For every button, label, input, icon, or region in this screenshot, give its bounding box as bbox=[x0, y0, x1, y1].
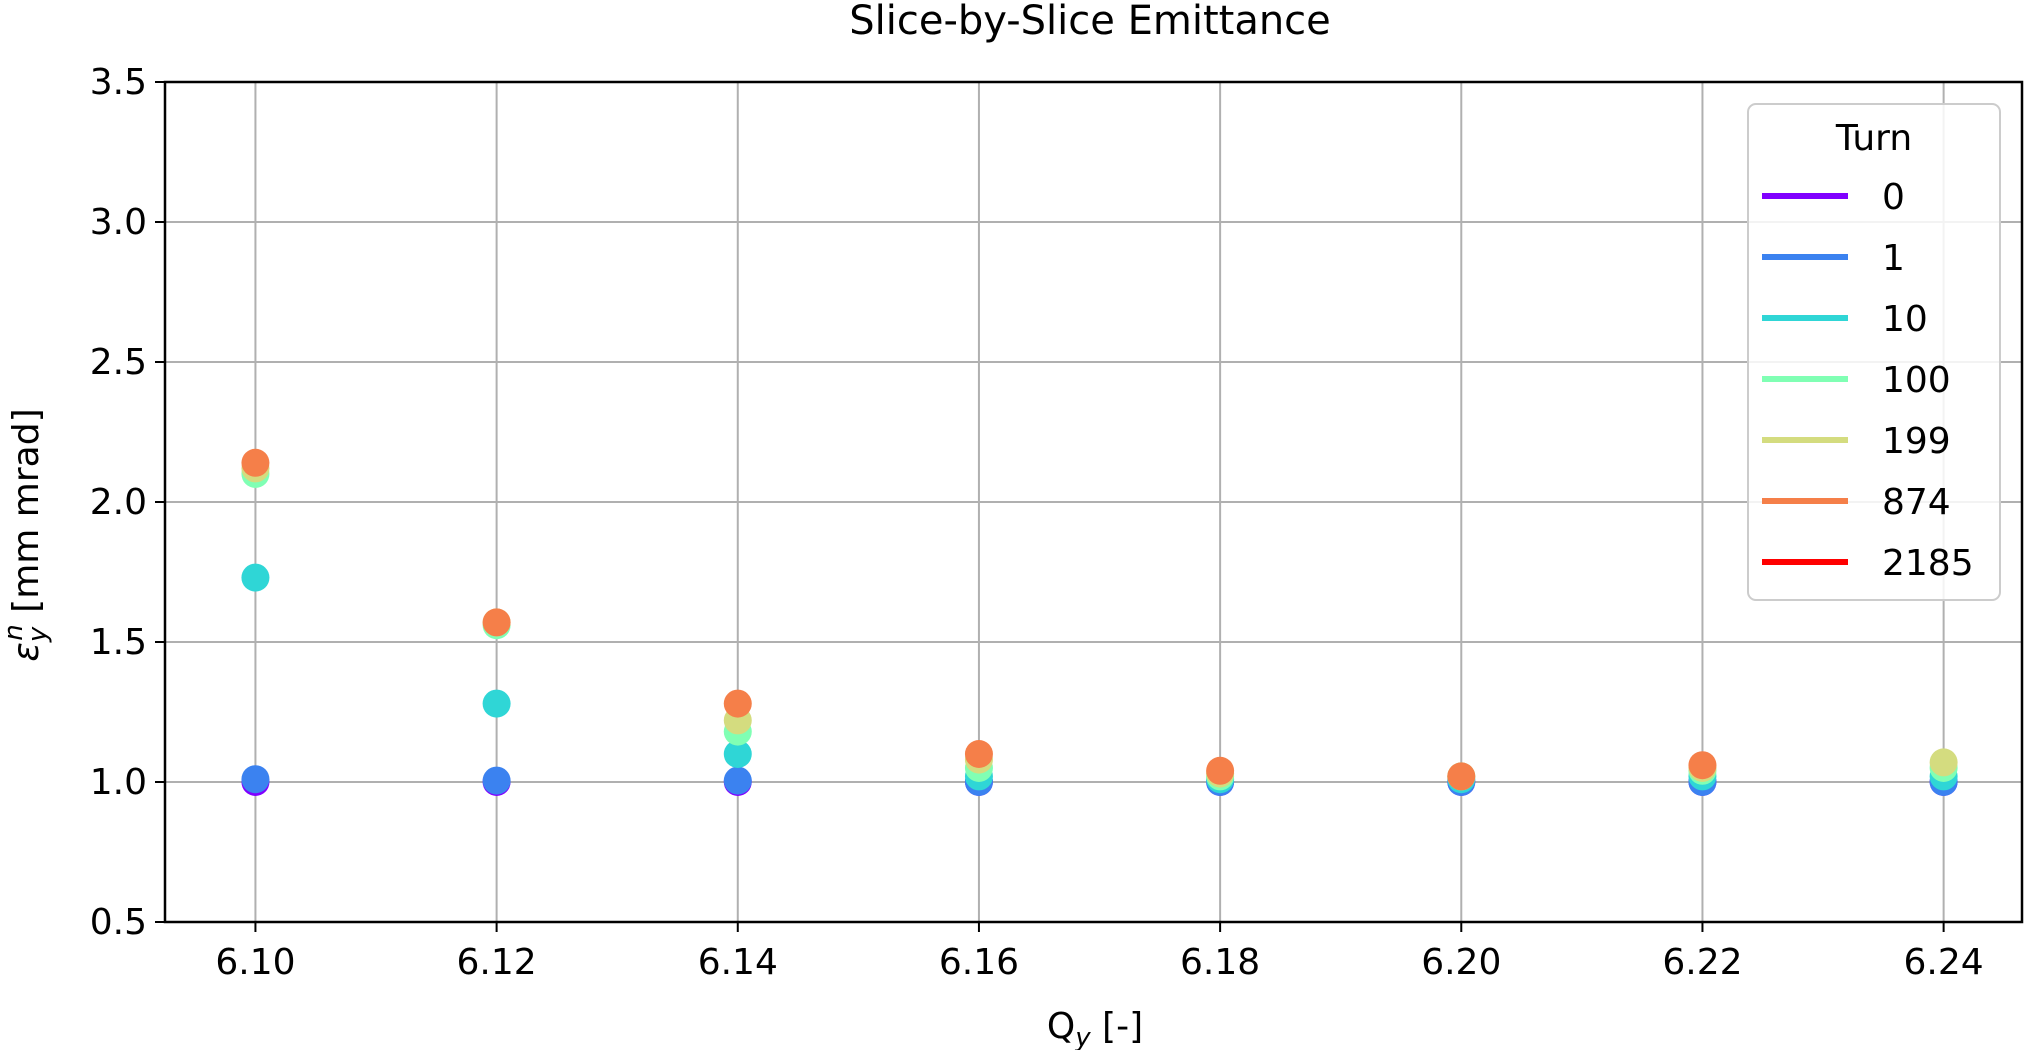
x-tick-label: 6.12 bbox=[457, 942, 537, 983]
x-tick-label: 6.22 bbox=[1662, 942, 1742, 983]
y-axis-label: εyn [mm mrad] bbox=[0, 408, 53, 661]
legend-box bbox=[1747, 103, 2001, 601]
legend-title: Turn bbox=[1835, 118, 1912, 159]
data-point-turn-10 bbox=[723, 740, 752, 768]
data-point-turn-1 bbox=[241, 765, 270, 794]
legend-label: 2185 bbox=[1882, 543, 1974, 584]
y-tick-label: 3.5 bbox=[90, 62, 147, 103]
x-tick-label: 6.24 bbox=[1904, 942, 1984, 983]
data-point-turn-874 bbox=[1447, 762, 1476, 791]
data-point-turn-10 bbox=[482, 689, 511, 718]
x-axis-label-main: Q bbox=[1047, 1006, 1075, 1047]
series-874 bbox=[241, 448, 1717, 791]
y-axis: 0.5 1.0 1.5 2.0 2.5 3.0 3.5 bbox=[90, 62, 165, 943]
x-axis: 6.10 6.12 6.14 6.16 6.18 6.20 6.22 6.24 bbox=[215, 922, 1984, 983]
data-point-turn-1 bbox=[482, 766, 511, 795]
legend-label: 199 bbox=[1882, 421, 1951, 462]
grid-lines bbox=[165, 81, 2022, 923]
data-point-turn-1 bbox=[723, 766, 752, 795]
x-tick-label: 6.10 bbox=[215, 942, 295, 983]
x-axis-label-sub: y bbox=[1074, 1023, 1091, 1050]
data-point-turn-874 bbox=[1688, 751, 1717, 780]
y-tick-label: 1.5 bbox=[90, 622, 147, 663]
y-tick-label: 3.0 bbox=[90, 202, 147, 243]
x-axis-label-suffix: [-] bbox=[1091, 1006, 1144, 1047]
x-axis-label: Qy [-] bbox=[1047, 1006, 1143, 1050]
x-tick-label: 6.16 bbox=[939, 942, 1019, 983]
x-tick-label: 6.14 bbox=[698, 942, 778, 983]
data-point-turn-10 bbox=[241, 563, 270, 592]
chart-title: Slice-by-Slice Emittance bbox=[849, 0, 1331, 44]
data-point-turn-874 bbox=[723, 689, 752, 718]
data-points bbox=[241, 448, 1958, 796]
data-point-turn-874 bbox=[964, 740, 993, 768]
y-axis-label-sup: n bbox=[0, 624, 29, 640]
y-axis-label-main: ε bbox=[6, 642, 47, 661]
legend: Turn 0 1 10 100 199 874 2185 bbox=[1747, 103, 2001, 601]
x-tick-label: 6.20 bbox=[1421, 942, 1501, 983]
y-tick-label: 0.5 bbox=[90, 902, 147, 943]
legend-label: 1 bbox=[1882, 238, 1905, 279]
y-tick-label: 1.0 bbox=[90, 762, 147, 803]
y-axis-label-sub: y bbox=[23, 626, 53, 643]
legend-label: 0 bbox=[1882, 177, 1905, 218]
y-tick-label: 2.0 bbox=[90, 482, 147, 523]
data-point-turn-874 bbox=[1206, 756, 1235, 785]
legend-label: 874 bbox=[1882, 482, 1951, 523]
legend-label: 10 bbox=[1882, 299, 1928, 340]
legend-items: 0 1 10 100 199 874 2185 bbox=[1762, 177, 1974, 584]
data-point-turn-874 bbox=[482, 608, 511, 637]
y-axis-label-suffix: [mm mrad] bbox=[6, 408, 47, 624]
y-tick-label: 2.5 bbox=[90, 342, 147, 383]
x-tick-label: 6.18 bbox=[1180, 942, 1260, 983]
data-point-turn-874 bbox=[241, 448, 270, 477]
legend-label: 100 bbox=[1882, 360, 1951, 401]
data-point-turn-199 bbox=[1929, 748, 1958, 777]
